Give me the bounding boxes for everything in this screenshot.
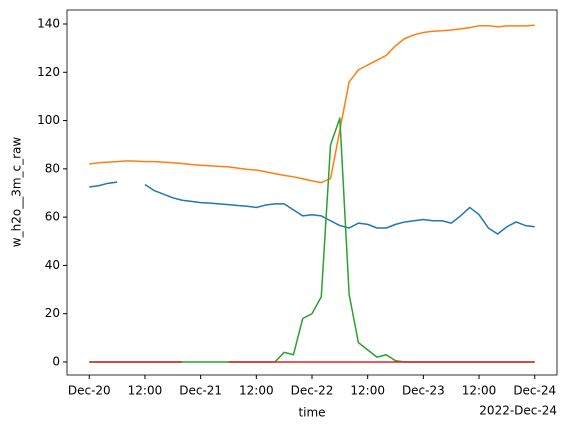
series-line <box>89 117 535 363</box>
y-axis-label: w_h2o__3m_c_raw <box>10 137 24 248</box>
x-tick-label: Dec-21 <box>179 384 222 398</box>
x-tick-label: Dec-24 <box>513 384 556 398</box>
y-tick-label: 20 <box>45 306 60 320</box>
y-tick-label: 0 <box>52 354 60 368</box>
x-tick-label: Dec-23 <box>402 384 445 398</box>
y-tick-label: 80 <box>45 161 60 175</box>
y-tick-label: 120 <box>37 65 60 79</box>
y-tick-label: 40 <box>45 258 60 272</box>
x-tick-label: 12:00 <box>462 384 497 398</box>
x-tick-label: 12:00 <box>350 384 385 398</box>
series-line <box>89 181 535 235</box>
x-tick-label: 12:00 <box>239 384 274 398</box>
y-tick-label: 140 <box>37 17 60 31</box>
x-tick-label: 12:00 <box>128 384 163 398</box>
x-offset-label: 2022-Dec-24 <box>479 404 557 418</box>
y-tick-label: 100 <box>37 113 60 127</box>
series-line <box>89 24 535 184</box>
y-tick-label: 60 <box>45 210 60 224</box>
x-tick-label: Dec-22 <box>291 384 334 398</box>
x-tick-label: Dec-20 <box>68 384 111 398</box>
x-axis-label: time <box>298 406 325 420</box>
axes-frame <box>66 9 558 376</box>
